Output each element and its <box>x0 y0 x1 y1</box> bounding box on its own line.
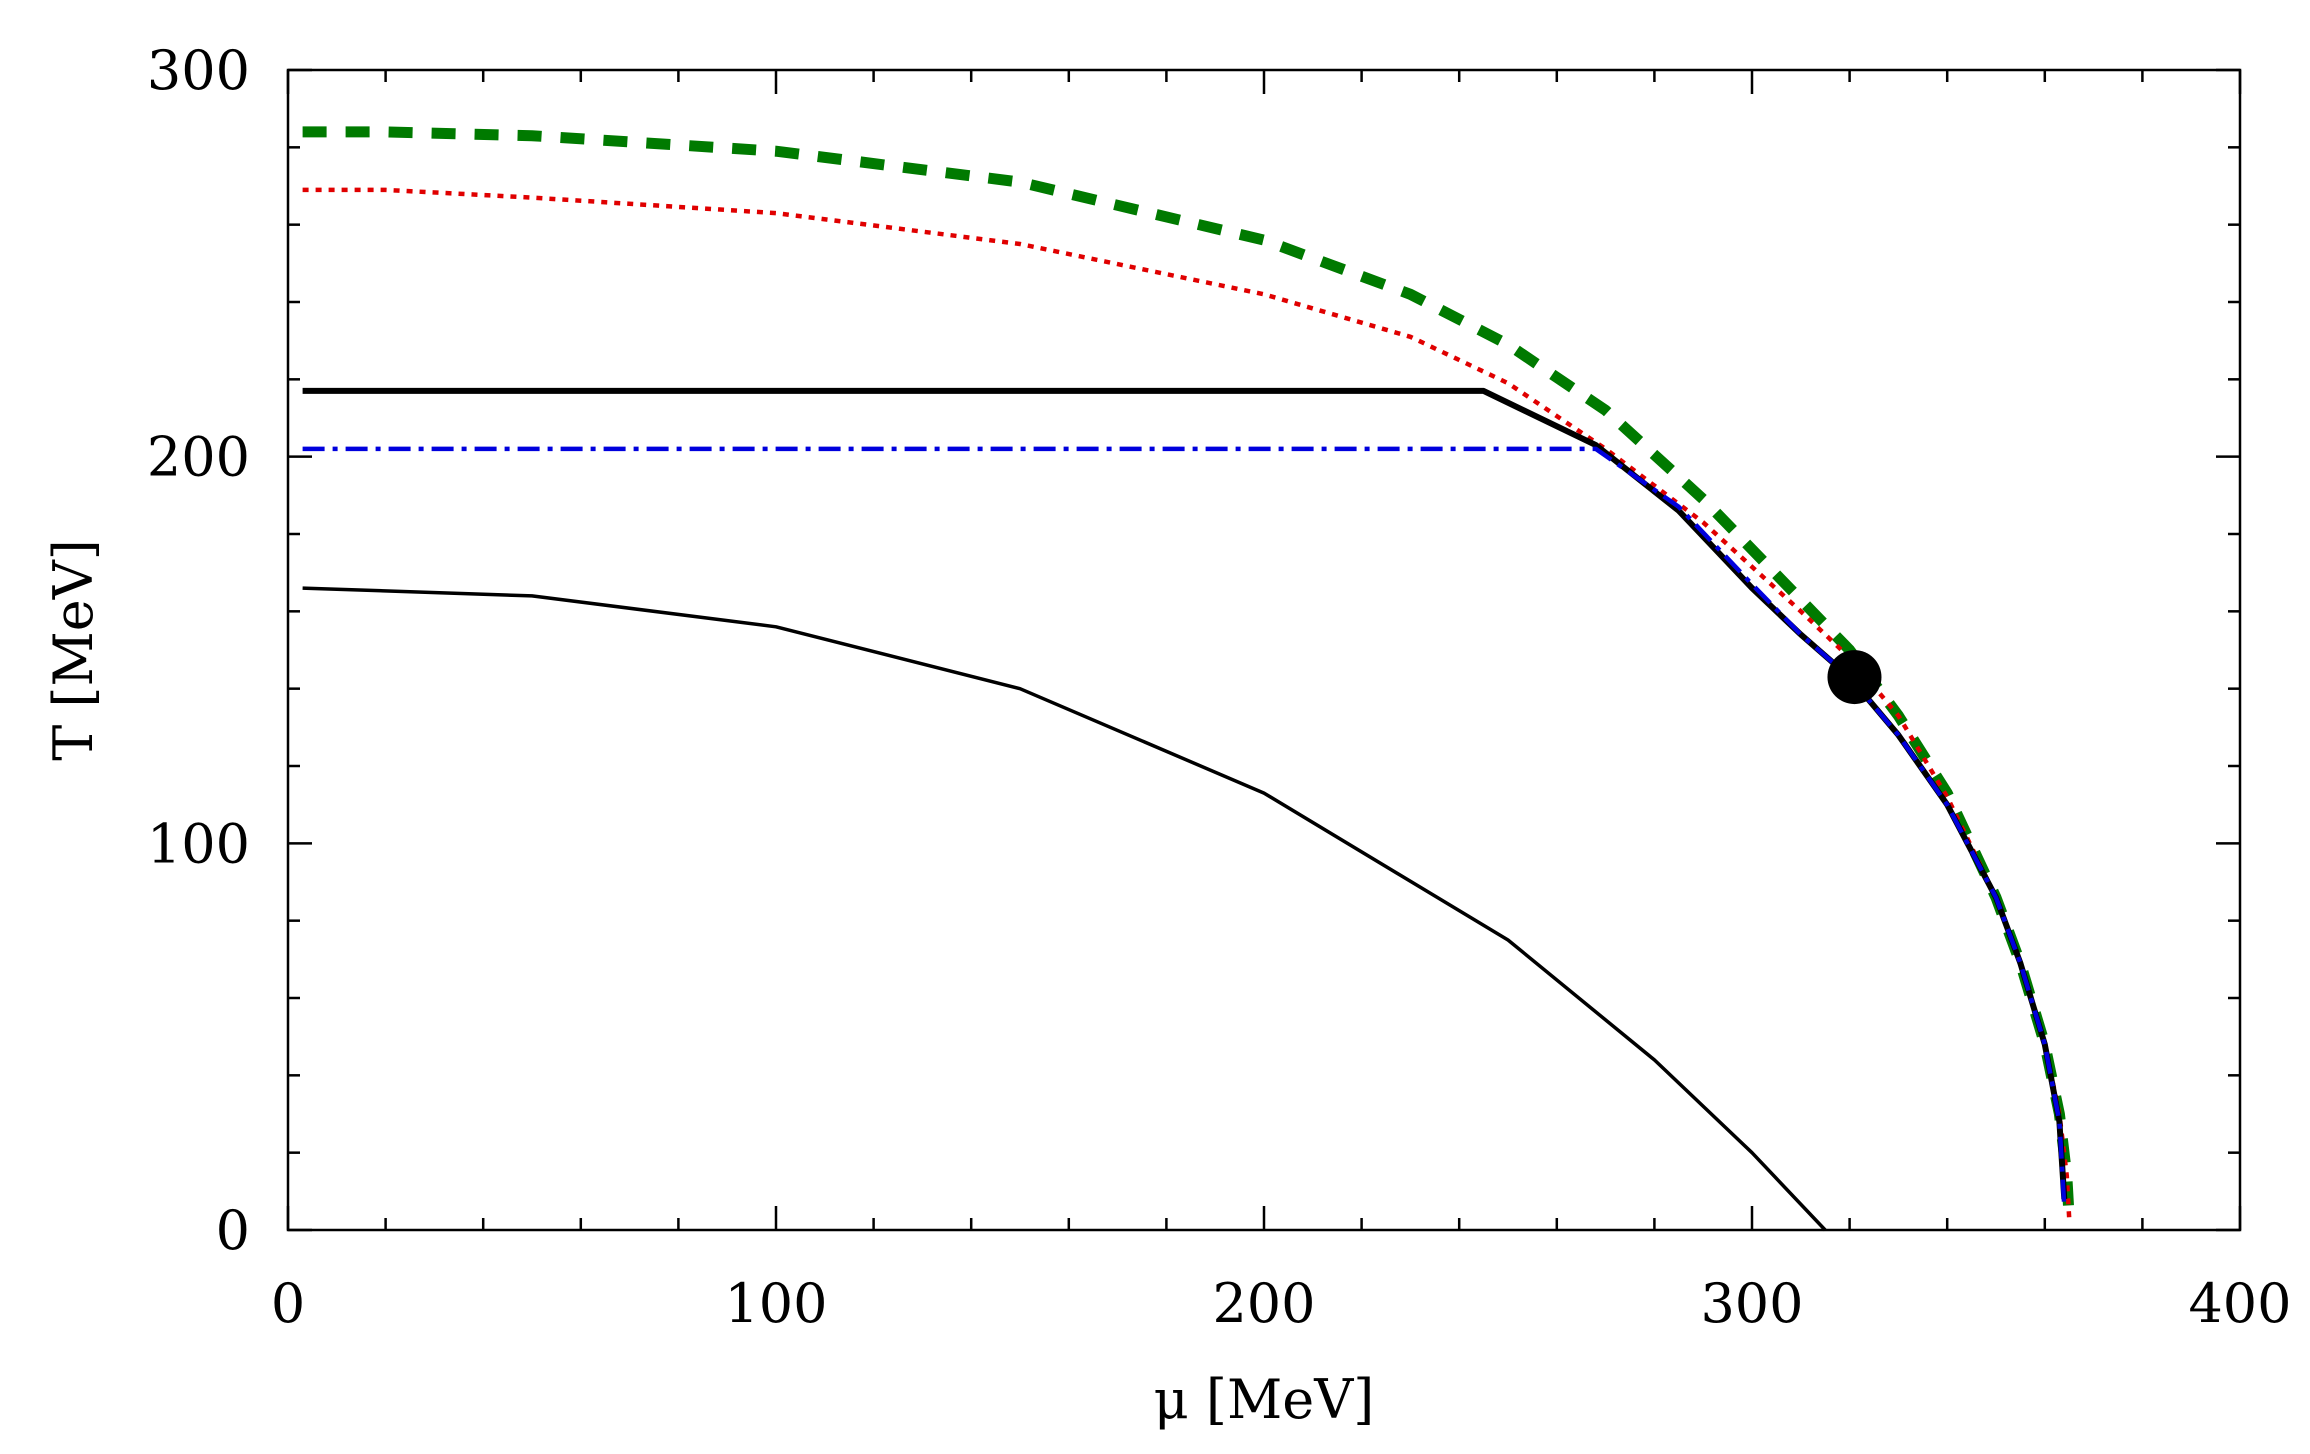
series-line-blue-dash-dot <box>302 446 2067 1207</box>
tick-layer <box>286 68 2242 1232</box>
x-axis-label: μ [MeV] <box>1154 1368 1375 1431</box>
x-tick-label: 100 <box>724 1272 827 1335</box>
series-line-black-thin-solid <box>302 586 1827 1232</box>
marker-layer <box>1827 650 1882 705</box>
x-tick-label: 300 <box>1700 1272 1803 1335</box>
tick-label-layer: 0 100 200 300 400 0 100 200 300 <box>147 39 2292 1335</box>
series-layer <box>302 126 2075 1232</box>
x-tick-label: 200 <box>1212 1272 1315 1335</box>
marker-critical-point <box>1827 650 1882 705</box>
y-tick-label: 0 <box>216 1199 250 1262</box>
y-tick-label: 200 <box>147 426 250 489</box>
y-axis-label: T [MeV] <box>42 539 105 761</box>
x-tick-label: 0 <box>271 1272 305 1335</box>
y-tick-label: 300 <box>147 39 250 102</box>
series-line-red-dotted <box>302 187 2072 1219</box>
x-tick-label: 400 <box>2188 1272 2291 1335</box>
y-tick-label: 100 <box>147 812 250 875</box>
